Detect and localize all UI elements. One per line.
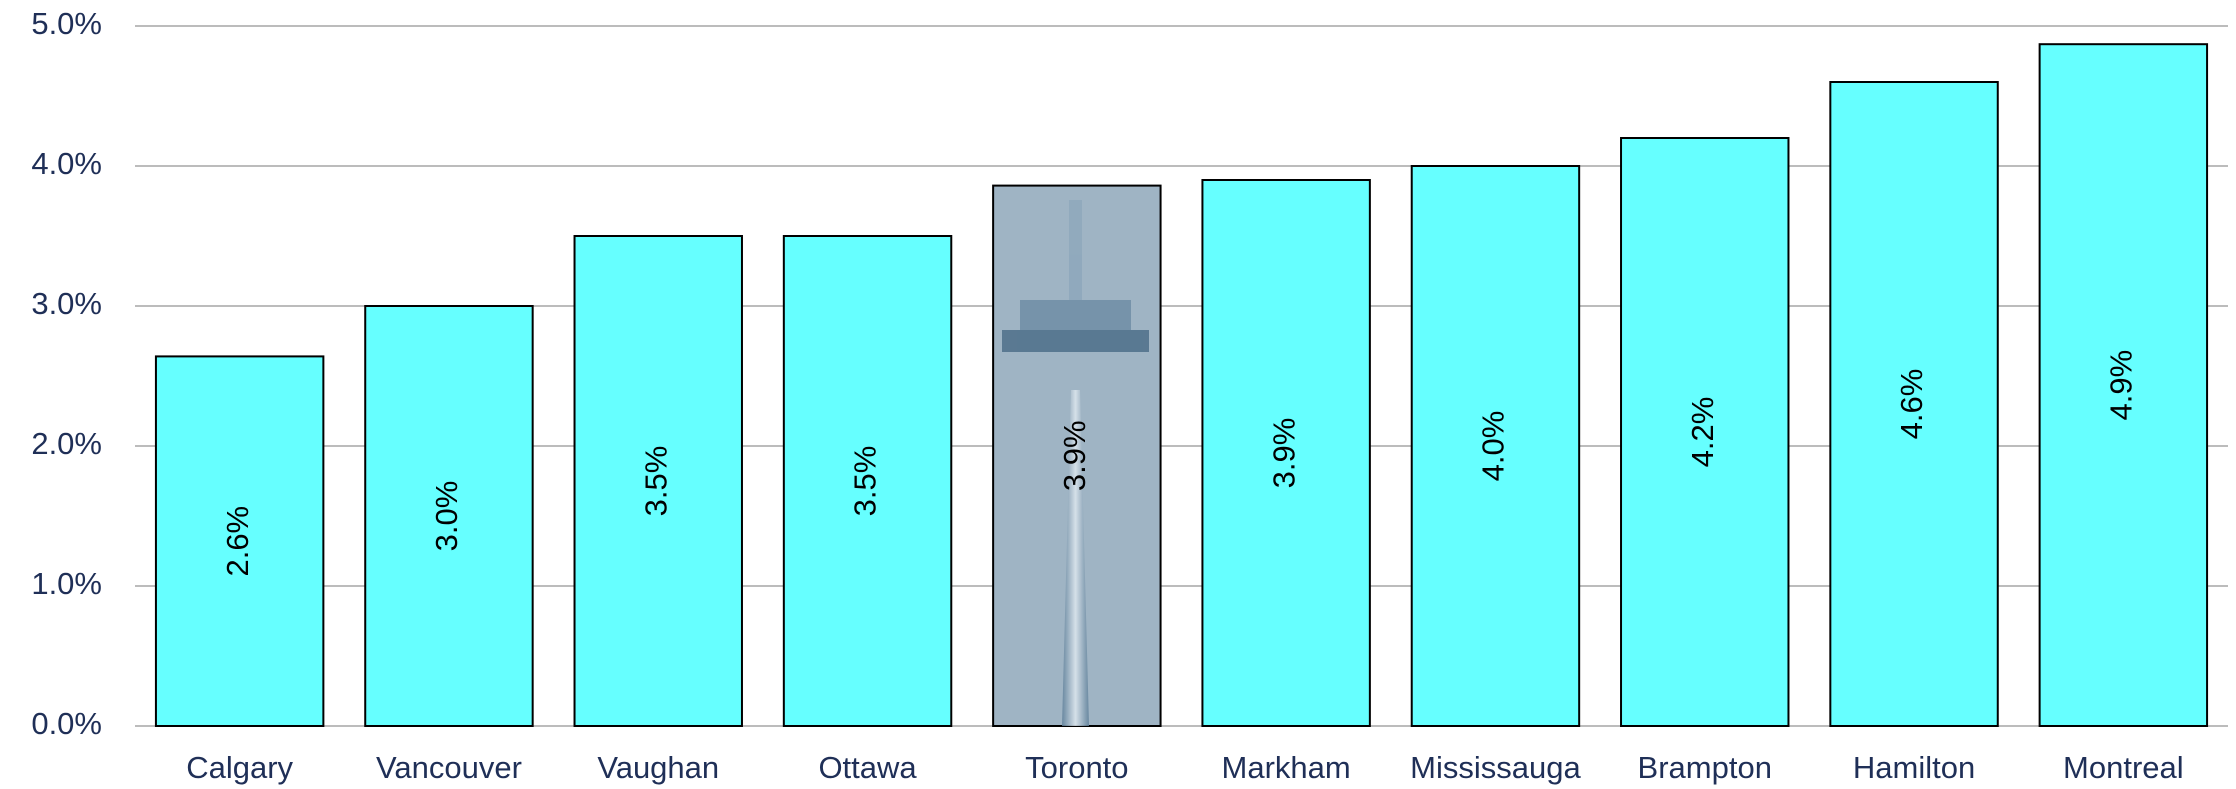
labels: 0.0% 1.0% 2.0% 3.0% 4.0% 5.0% Calgary 2.6% Vanco… bbox=[31, 6, 2183, 785]
x-tick-label: Markham bbox=[1222, 750, 1351, 785]
value-label: 3.9% bbox=[1057, 420, 1092, 491]
x-tick-label: Toronto bbox=[1025, 750, 1128, 785]
bar bbox=[1410, 165, 1581, 727]
bar bbox=[1620, 137, 1790, 727]
y-tick-label: 4.0% bbox=[31, 146, 102, 181]
value-label: 4.2% bbox=[1685, 397, 1720, 468]
x-tick-label: Ottawa bbox=[818, 750, 917, 785]
bar bbox=[782, 235, 953, 727]
value-label: 4.9% bbox=[2104, 350, 2139, 421]
y-tick-label: 0.0% bbox=[31, 706, 102, 741]
x-tick-label: Vaughan bbox=[597, 750, 719, 785]
value-label: 3.9% bbox=[1266, 418, 1301, 489]
tower-picture bbox=[1002, 200, 1149, 726]
value-label: 3.5% bbox=[848, 446, 883, 517]
tower-shaft bbox=[1062, 390, 1089, 726]
x-tick-label: Mississauga bbox=[1410, 750, 1581, 785]
x-tick-label: Vancouver bbox=[376, 750, 522, 785]
y-tick-label: 1.0% bbox=[31, 566, 102, 601]
bar bbox=[364, 305, 534, 727]
value-label: 3.5% bbox=[638, 446, 673, 517]
y-tick-label: 5.0% bbox=[31, 6, 102, 41]
x-tick-label: Montreal bbox=[2063, 750, 2184, 785]
bar bbox=[2038, 43, 2209, 727]
value-label: 4.0% bbox=[1476, 411, 1511, 482]
value-label: 2.6% bbox=[220, 506, 255, 577]
bar bbox=[154, 355, 325, 727]
y-tick-label: 2.0% bbox=[31, 426, 102, 461]
bar bbox=[1829, 81, 1999, 727]
bar bbox=[573, 235, 743, 727]
value-label: 4.6% bbox=[1894, 369, 1929, 440]
tower-antenna bbox=[1069, 200, 1082, 300]
x-tick-label: Calgary bbox=[186, 750, 293, 785]
tower-pod-top bbox=[1020, 300, 1131, 330]
x-tick-label: Hamilton bbox=[1853, 750, 1975, 785]
tower-pod bbox=[1002, 330, 1149, 352]
y-tick-label: 3.0% bbox=[31, 286, 102, 321]
x-tick-label: Brampton bbox=[1638, 750, 1772, 785]
value-label: 3.0% bbox=[429, 481, 464, 552]
bar bbox=[1201, 179, 1371, 727]
